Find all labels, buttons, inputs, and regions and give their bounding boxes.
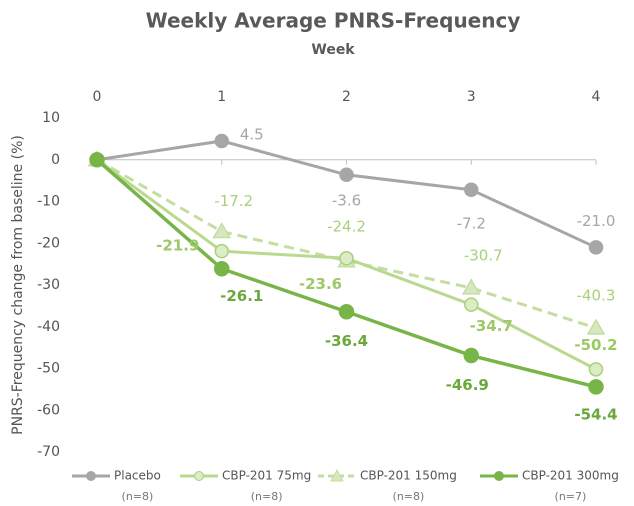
legend-marker [86,471,96,481]
y-tick-label: -70 [37,444,60,460]
legend-n: (n=8) [251,490,283,503]
data-label: -26.1 [220,287,263,305]
y-tick-label: -60 [37,402,60,418]
data-point [89,152,105,168]
data-point [214,133,229,149]
data-label: -7.2 [457,214,486,232]
data-label: -34.7 [470,317,513,335]
data-label: -36.4 [325,332,368,350]
data-point [338,303,355,320]
y-axis-label: PNRS-Frequency change from baseline (%) [10,135,26,435]
data-point [463,347,479,364]
x-tick-label: 1 [217,89,226,105]
chart-subtitle: Week [311,42,355,58]
y-tick-label: -10 [37,194,60,210]
data-label: 4.5 [240,125,264,143]
y-tick-label: -50 [37,361,60,377]
data-point [339,167,354,183]
legend-n: (n=8) [393,490,425,503]
legend-marker [194,471,204,481]
data-label: -46.9 [446,376,489,394]
data-point [588,379,604,395]
data-label: -40.3 [577,287,616,305]
data-label: -54.4 [574,405,617,423]
legend-label: CBP-201 75mg [222,469,311,483]
data-point [588,362,604,377]
data-label: -3.6 [332,191,361,209]
legend-label: Placebo [114,469,161,483]
x-tick-label: 3 [467,89,476,105]
y-tick-label: -40 [37,319,60,335]
data-point [586,318,606,335]
legend-n: (n=7) [555,490,587,503]
data-label: -17.2 [214,192,253,210]
y-tick-label: 10 [42,110,60,126]
data-label: -21.0 [577,212,616,230]
data-label: -24.2 [327,217,366,235]
legend-marker [330,468,344,482]
data-label: -23.6 [299,275,342,293]
data-point [214,260,230,277]
x-tick-label: 4 [592,89,601,105]
chart-title: Weekly Average PNRS-Frequency [146,9,521,33]
data-point [464,182,479,198]
data-point [588,240,604,255]
legend-marker [494,471,504,481]
legend-label: CBP-201 150mg [360,469,457,483]
x-tick-label: 2 [342,89,351,105]
data-label: -21.9 [156,237,199,255]
x-tick-label: 0 [93,89,102,105]
data-label: -30.7 [464,246,503,264]
y-tick-label: 0 [51,152,60,168]
data-label: -50.2 [574,336,617,354]
data-point [464,297,479,312]
data-point [212,222,232,239]
legend-n: (n=8) [122,490,154,503]
legend-label: CBP-201 300mg [522,469,619,483]
y-tick-label: -30 [37,277,60,293]
y-tick-label: -20 [37,235,60,251]
data-point [339,251,354,266]
data-point [214,243,229,259]
data-point [461,278,481,295]
